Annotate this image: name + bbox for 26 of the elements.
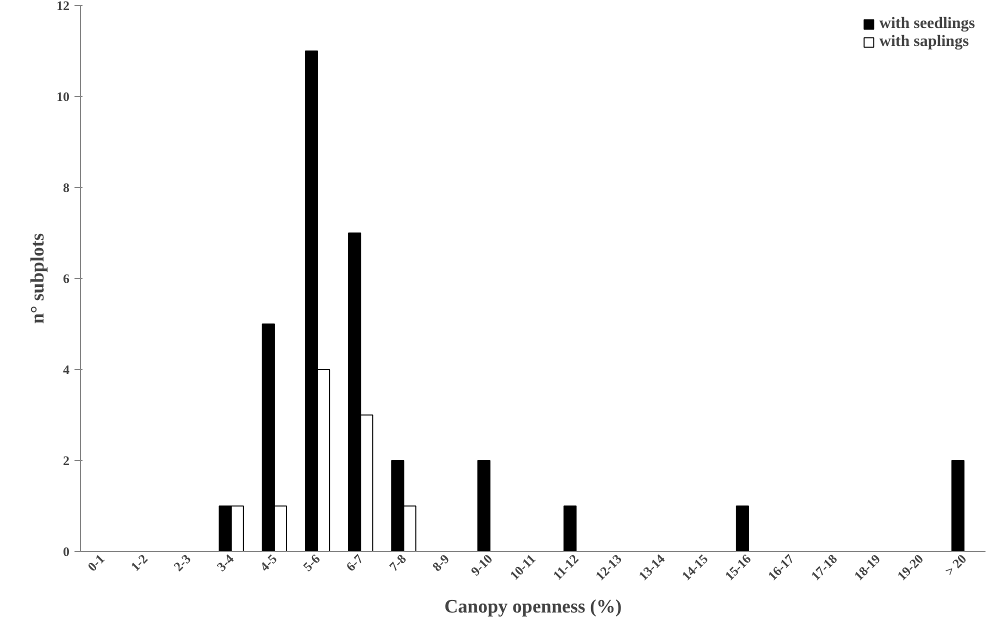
x-tick-label: 5-6	[300, 550, 324, 574]
legend-label: with saplings	[879, 33, 969, 51]
x-tick-label: > 20	[942, 551, 970, 579]
y-axis-title: n° subplots	[28, 233, 48, 324]
bar	[951, 460, 964, 552]
bar	[736, 506, 749, 552]
x-axis-title: Canopy openness (%)	[444, 596, 622, 618]
x-tick-label: 6-7	[343, 550, 366, 574]
x-tick-label: 8-9	[429, 550, 452, 574]
x-tick-label: 7-8	[386, 550, 410, 574]
y-tick-label: 8	[63, 180, 70, 195]
y-tick-label: 4	[63, 362, 70, 377]
bar	[564, 506, 577, 552]
y-tick-label: 12	[56, 0, 70, 13]
bar	[477, 460, 490, 552]
x-tick-label: 0-1	[84, 551, 108, 574]
y-tick-label: 10	[56, 89, 70, 104]
y-tick-label: 2	[63, 453, 70, 468]
x-tick-label: 3-4	[214, 550, 237, 574]
x-tick-label: 4-5	[256, 550, 280, 574]
legend-label: with seedlings	[879, 15, 975, 33]
x-tick-label: 9-10	[468, 551, 496, 579]
x-tick-label: 1-2	[128, 551, 150, 574]
y-tick-label: 0	[63, 544, 70, 559]
y-tick-label: 6	[63, 271, 70, 286]
x-tick-label: 2-3	[170, 550, 194, 574]
